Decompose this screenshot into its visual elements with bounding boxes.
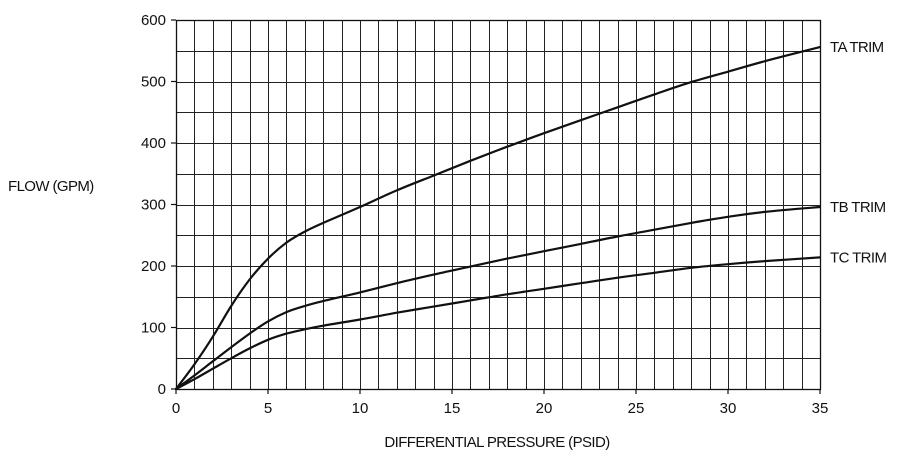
y-axis-title: FLOW (GPM) xyxy=(8,178,94,195)
y-tick-label: 400 xyxy=(141,135,166,152)
series-line-2 xyxy=(174,205,822,391)
x-tick-label: 25 xyxy=(628,400,645,417)
x-tick-label: 0 xyxy=(172,400,180,417)
x-tick-label: 30 xyxy=(720,400,737,417)
series-line-3 xyxy=(174,256,822,391)
label-layer: TA TRIM TB TRIM TC TRIM xyxy=(830,39,887,266)
series-line-1 xyxy=(174,46,822,391)
x-tick-label: 5 xyxy=(264,400,272,417)
x-tick-label: 20 xyxy=(536,400,553,417)
tick-layer: 0 5 10 15 20 25 30 35 0 100 200 300 400 500 600 xyxy=(141,12,828,417)
y-tick-label: 0 xyxy=(158,381,166,398)
y-tick-label: 200 xyxy=(141,258,166,275)
plot-frame xyxy=(175,19,822,391)
series-label-1: TA TRIM xyxy=(830,39,884,56)
x-tick-label: 15 xyxy=(444,400,461,417)
grid-layer xyxy=(175,19,822,391)
y-tick-label: 600 xyxy=(141,12,166,29)
series-label-2: TB TRIM xyxy=(830,199,886,216)
x-axis-title: DIFFERENTIAL PRESSURE (PSID) xyxy=(384,434,610,451)
series-label-3: TC TRIM xyxy=(830,249,886,266)
y-tick-label: 300 xyxy=(141,197,166,214)
series-layer xyxy=(174,46,822,391)
y-tick-label: 100 xyxy=(141,320,166,337)
y-tick-label: 500 xyxy=(141,74,166,91)
x-tick-label: 10 xyxy=(352,400,369,417)
x-tick-label: 35 xyxy=(812,400,829,417)
